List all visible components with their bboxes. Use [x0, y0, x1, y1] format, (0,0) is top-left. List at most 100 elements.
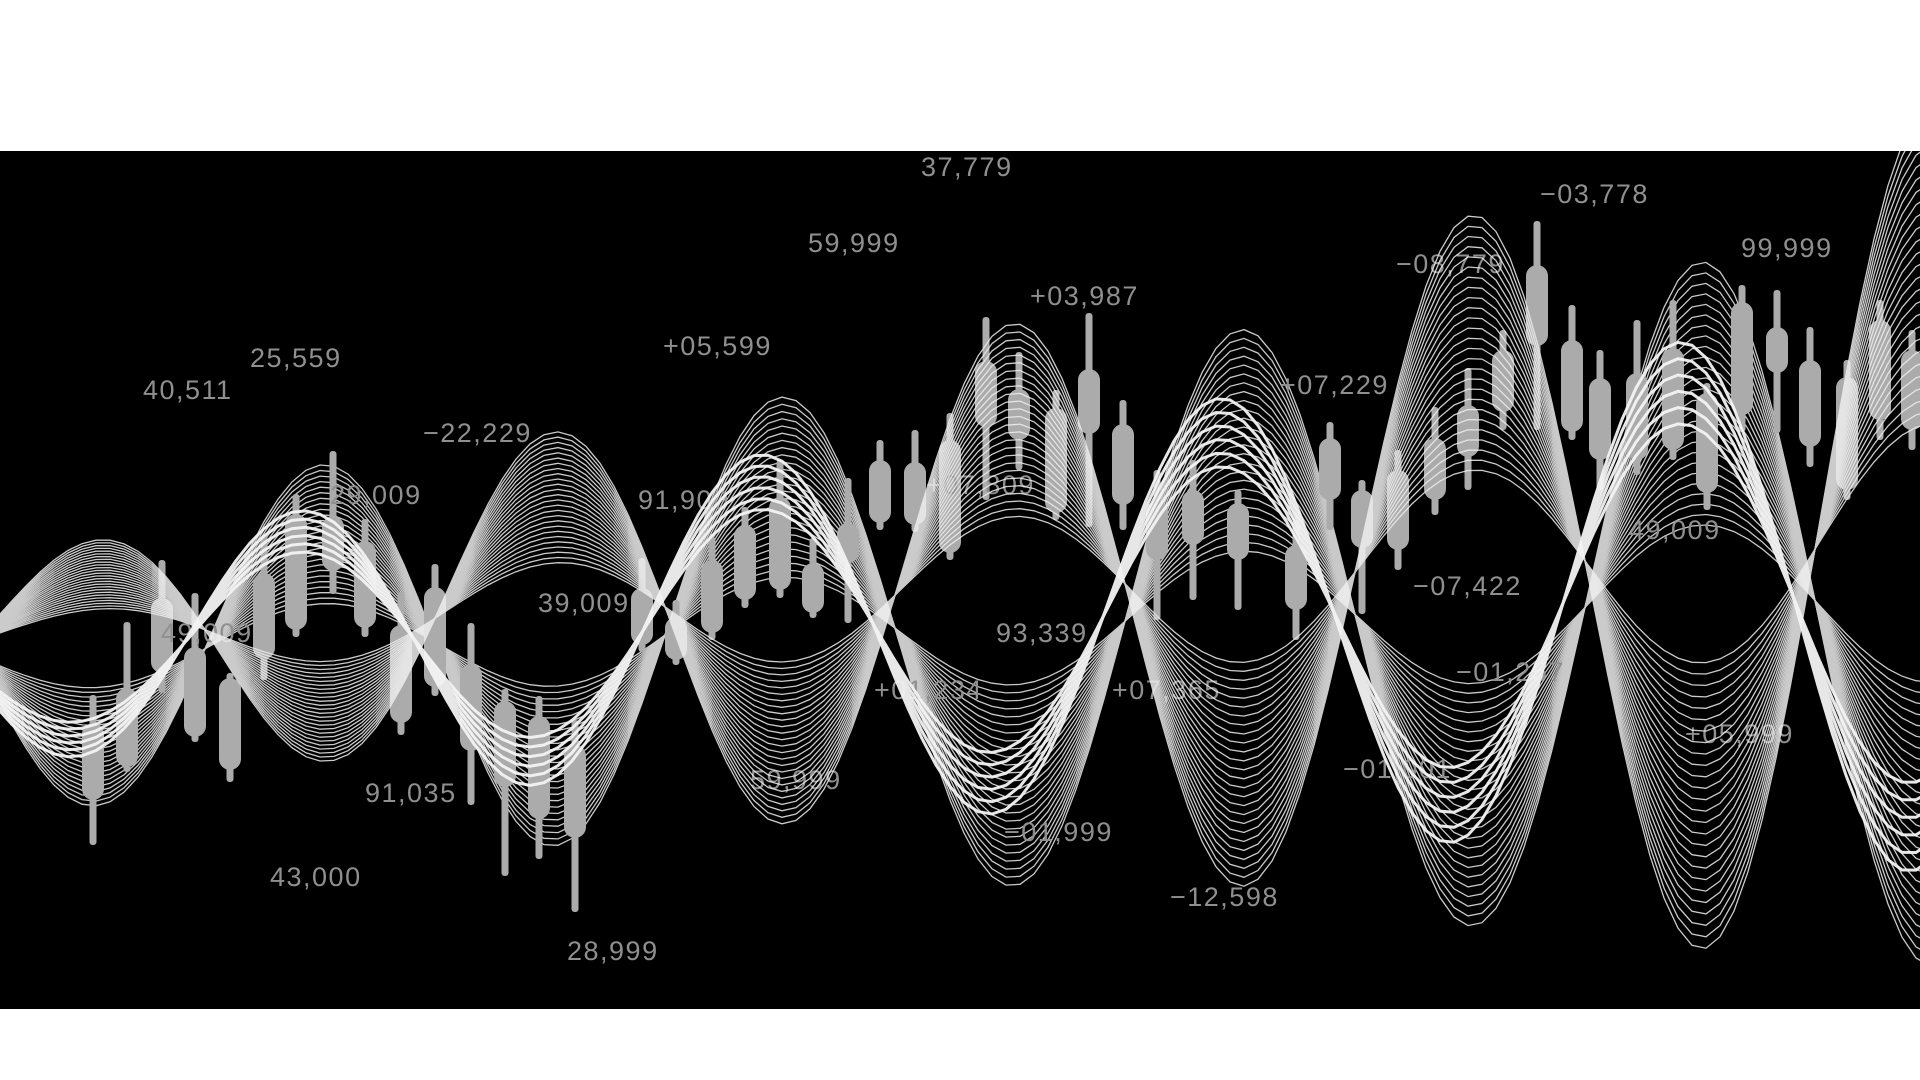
- candle-body: [1561, 340, 1583, 432]
- candle-body: [1227, 503, 1249, 560]
- candle-body: [1285, 545, 1307, 610]
- wave-mesh-line: [0, 375, 1920, 709]
- wave-mesh-line: [0, 389, 1920, 819]
- price-label: +05,599: [663, 331, 772, 361]
- candle-body: [1526, 265, 1548, 346]
- wave-mesh-line: [0, 357, 1920, 855]
- candlestick: [734, 507, 756, 608]
- candle-body: [1078, 369, 1100, 434]
- candle-body: [1492, 350, 1514, 412]
- candlestick: [564, 720, 586, 912]
- wave-mesh-line: [0, 176, 1920, 892]
- wave-mesh-line: [0, 400, 1920, 687]
- price-label: −01,999: [1004, 817, 1113, 847]
- wave-mesh-line: [0, 151, 1913, 926]
- price-label: 37,779: [921, 152, 1013, 182]
- wave-ribbon-bright: [0, 340, 1920, 872]
- price-label: 40,511: [143, 375, 233, 405]
- wave-bundle-upper: [0, 151, 1920, 949]
- candlestick: [1731, 285, 1753, 432]
- price-label: −22,229: [423, 418, 532, 448]
- candle-body: [1182, 490, 1204, 545]
- candle-body: [734, 525, 756, 600]
- price-label: −12,598: [1170, 882, 1279, 912]
- price-label: 25,559: [250, 343, 342, 373]
- candlestick: [769, 460, 791, 598]
- candle-body: [1766, 327, 1788, 373]
- candlestick: [1182, 460, 1204, 600]
- price-label: +07,229: [1280, 370, 1389, 400]
- price-label: 99,999: [1741, 233, 1833, 263]
- price-label: −07,422: [1413, 571, 1522, 601]
- wave-mesh-front-layer: [0, 151, 1920, 949]
- candle-body: [528, 716, 550, 819]
- wave-mesh-line: [0, 413, 1920, 675]
- price-label: 91,035: [365, 778, 457, 808]
- wave-mesh-line: [0, 425, 1920, 664]
- candlestick: [253, 535, 275, 680]
- candlestick: [1589, 350, 1611, 490]
- candle-body: [1112, 424, 1134, 505]
- candlestick: [1696, 383, 1718, 510]
- candle-body: [219, 678, 241, 770]
- wave-mesh-line: [0, 188, 1920, 881]
- wave-mesh-line: [0, 151, 1906, 938]
- price-label: 39,009: [538, 588, 630, 618]
- wave-mesh-line: [0, 301, 1920, 778]
- wave-mesh-line: [0, 338, 1920, 744]
- candlestick: [802, 538, 824, 618]
- candle-body: [1696, 393, 1718, 493]
- price-label: 93,339: [996, 618, 1088, 648]
- wave-mesh-line: [0, 213, 1920, 858]
- candle-body: [631, 588, 653, 645]
- candle-body: [494, 701, 516, 787]
- wave-mesh-line: [0, 313, 1920, 767]
- wave-mesh-line: [0, 261, 1920, 962]
- candlestick: [869, 440, 891, 530]
- price-label: 49,009: [1629, 515, 1721, 545]
- candlestick: [1285, 520, 1307, 640]
- candlestick: [219, 673, 241, 782]
- candlestick: [1457, 368, 1479, 490]
- price-label: +03,987: [1030, 281, 1139, 311]
- wave-mesh-line: [0, 151, 1920, 915]
- candlestick: [1319, 422, 1341, 530]
- price-label: −01,257: [1456, 657, 1565, 687]
- wave-mesh-line: [0, 164, 1920, 904]
- candlestick: [1561, 305, 1583, 440]
- wave-mesh-line: [0, 422, 1920, 784]
- candle-body: [253, 573, 275, 659]
- candle-body: [1731, 302, 1753, 415]
- wave-mesh-line: [0, 276, 1920, 801]
- candlestick: [494, 689, 516, 876]
- candle-body: [564, 745, 586, 838]
- wave-mesh-line: [0, 251, 1920, 824]
- candle-body: [1319, 438, 1341, 500]
- wave-mesh-line: [0, 340, 1920, 872]
- wave-mesh-line: [0, 350, 1920, 732]
- price-label: +01,234: [874, 675, 983, 705]
- candle-body: [1146, 501, 1168, 560]
- candlestick: [1799, 327, 1821, 467]
- price-label: −03,778: [1540, 179, 1649, 209]
- wave-mesh-line: [0, 288, 1920, 789]
- candlestick: [701, 537, 723, 640]
- price-label: 43,000: [270, 862, 362, 892]
- wave-mesh-line: [0, 388, 1920, 698]
- wave-mesh-line: [0, 151, 1901, 949]
- price-label: 29,009: [330, 480, 422, 510]
- candlestick: [1227, 490, 1249, 610]
- wave-mesh-line: [0, 363, 1920, 721]
- candle-body: [1457, 405, 1479, 457]
- price-label: 59,999: [808, 228, 900, 258]
- candle-body: [769, 497, 791, 590]
- price-label: 28,999: [567, 936, 659, 966]
- candle-body: [1799, 360, 1821, 447]
- wave-mesh-line: [0, 406, 1920, 802]
- candlestick: [1112, 400, 1134, 530]
- candle-body: [701, 560, 723, 633]
- wave-mesh-line: [0, 373, 1920, 837]
- candle-body: [184, 647, 206, 737]
